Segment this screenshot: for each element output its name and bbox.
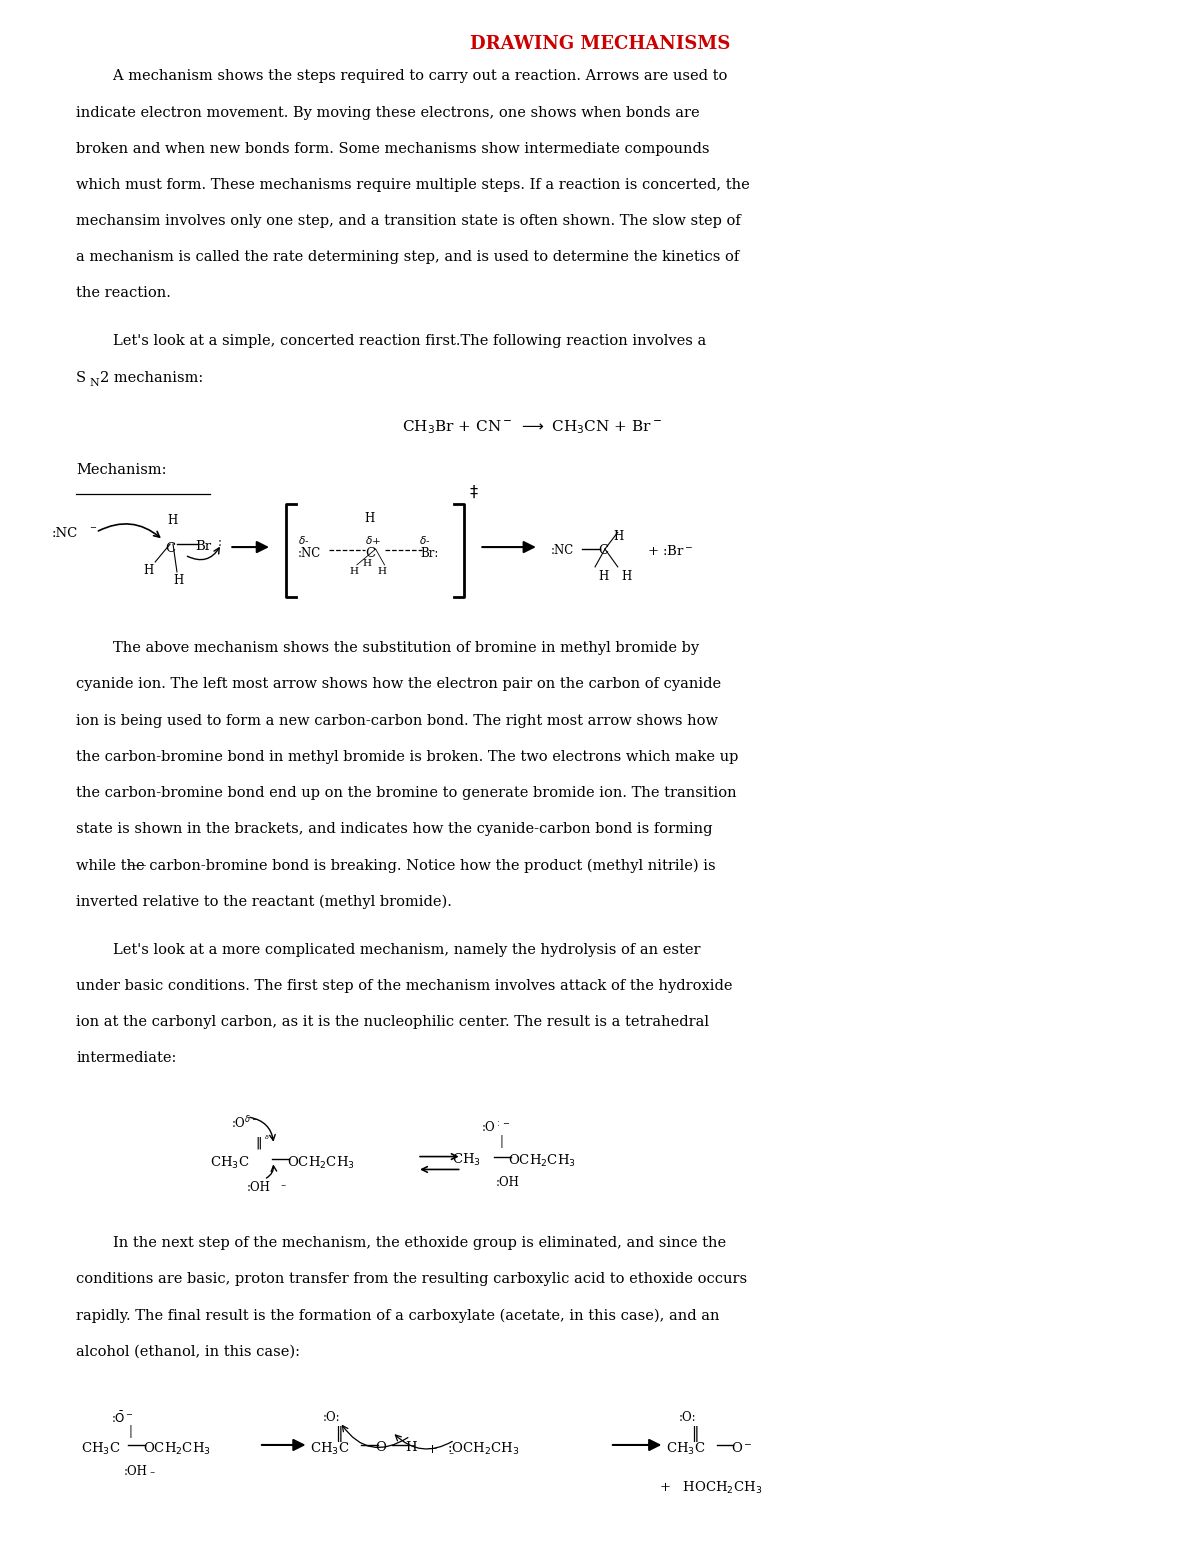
Text: $^-$: $^-$ [446, 1451, 455, 1458]
Text: DRAWING MECHANISMS: DRAWING MECHANISMS [470, 34, 730, 53]
Text: $\delta$+: $\delta$+ [365, 534, 380, 547]
Text: $\|$: $\|$ [335, 1424, 343, 1444]
Text: +: + [427, 1443, 438, 1457]
Text: OCH$_2$CH$_3$: OCH$_2$CH$_3$ [143, 1441, 211, 1457]
Text: :NC: :NC [298, 547, 320, 561]
Text: conditions are basic, proton transfer from the resulting carboxylic acid to etho: conditions are basic, proton transfer fr… [76, 1272, 748, 1286]
Text: H: H [365, 512, 374, 525]
Text: Mechanism:: Mechanism: [76, 463, 167, 477]
Text: :NC: :NC [551, 544, 574, 558]
Text: OCH$_2$CH$_3$: OCH$_2$CH$_3$ [508, 1152, 576, 1169]
Text: $^-$: $^-$ [278, 1182, 287, 1190]
Text: CH$_3$C: CH$_3$C [210, 1154, 248, 1171]
Text: alcohol (ethanol, in this case):: alcohol (ethanol, in this case): [76, 1345, 300, 1359]
Text: H: H [622, 570, 632, 582]
Text: The above mechanism shows the substitution of bromine in methyl bromide by: The above mechanism shows the substituti… [76, 641, 700, 655]
Text: H: H [167, 514, 178, 528]
Text: mechansim involves only one step, and a transition state is often shown. The slo: mechansim involves only one step, and a … [76, 214, 740, 228]
Text: $\delta$-: $\delta$- [298, 534, 308, 547]
Text: Let's look at a more complicated mechanism, namely the hydrolysis of an ester: Let's look at a more complicated mechani… [76, 943, 701, 957]
Text: state is shown in the brackets, and indicates how the cyanide-carbon bond is for: state is shown in the brackets, and indi… [76, 822, 713, 836]
Text: inverted relative to the reactant (methyl bromide).: inverted relative to the reactant (methy… [76, 895, 452, 909]
Text: which must form. These mechanisms require multiple steps. If a reaction is conce: which must form. These mechanisms requir… [76, 179, 750, 193]
Text: C: C [598, 544, 608, 558]
Text: + :Br$^-$: + :Br$^-$ [648, 544, 694, 558]
Text: :$\bar{\rm O}^-$: :$\bar{\rm O}^-$ [110, 1410, 133, 1426]
Text: :O:: :O: [323, 1412, 341, 1424]
Text: $\|$: $\|$ [256, 1135, 262, 1151]
Text: H: H [143, 564, 154, 576]
Text: OCH$_2$CH$_3$: OCH$_2$CH$_3$ [287, 1154, 354, 1171]
Text: rapidly. The final result is the formation of a carboxylate (acetate, in this ca: rapidly. The final result is the formati… [76, 1308, 720, 1323]
Text: H: H [598, 570, 608, 582]
Text: Br:: Br: [420, 547, 438, 561]
Text: H: H [173, 573, 184, 587]
Text: $^{\delta +}$: $^{\delta +}$ [264, 1135, 276, 1143]
Text: :O$^{\delta -}$: :O$^{\delta -}$ [232, 1115, 259, 1132]
Text: |: | [128, 1426, 132, 1438]
Text: :O:: :O: [679, 1412, 697, 1424]
Text: broken and when new bonds form. Some mechanisms show intermediate compounds: broken and when new bonds form. Some mec… [76, 141, 709, 155]
Text: the carbon-bromine bond in methyl bromide is broken. The two electrons which mak: the carbon-bromine bond in methyl bromid… [76, 750, 738, 764]
Text: :OCH$_2$CH$_3$: :OCH$_2$CH$_3$ [446, 1441, 520, 1457]
Text: S: S [76, 371, 86, 385]
Text: O: O [376, 1441, 386, 1454]
Text: :: : [217, 536, 222, 550]
Text: :OH: :OH [497, 1176, 520, 1190]
Text: In the next step of the mechanism, the ethoxide group is eliminated, and since t: In the next step of the mechanism, the e… [76, 1236, 726, 1250]
Text: :OH: :OH [124, 1464, 148, 1478]
Text: $\delta$-: $\delta$- [419, 534, 431, 547]
Text: Let's look at a simple, concerted reaction first.The following reaction involves: Let's look at a simple, concerted reacti… [76, 334, 707, 348]
Text: C: C [365, 547, 374, 561]
Text: $^-$: $^-$ [88, 525, 97, 537]
Text: indicate electron movement. By moving these electrons, one shows when bonds are: indicate electron movement. By moving th… [76, 106, 700, 120]
Text: $\|$: $\|$ [691, 1424, 698, 1444]
Text: the reaction.: the reaction. [76, 286, 172, 300]
Text: H: H [362, 559, 372, 568]
Text: CH$_3$C: CH$_3$C [82, 1441, 120, 1457]
Text: :NC: :NC [52, 528, 78, 540]
Text: CH$_3$: CH$_3$ [451, 1152, 481, 1168]
Text: cyanide ion. The left most arrow shows how the electron pair on the carbon of cy: cyanide ion. The left most arrow shows h… [76, 677, 721, 691]
Text: $\ddagger$: $\ddagger$ [468, 483, 478, 500]
Text: |: | [499, 1135, 503, 1148]
Text: A mechanism shows the steps required to carry out a reaction. Arrows are used to: A mechanism shows the steps required to … [76, 70, 727, 84]
Text: C: C [166, 542, 175, 554]
Text: 2 mechanism:: 2 mechanism: [101, 371, 204, 385]
Text: a mechanism is called the rate determining step, and is used to determine the ki: a mechanism is called the rate determini… [76, 250, 739, 264]
Text: $^-$: $^-$ [149, 1469, 156, 1478]
Text: CH$_3$C: CH$_3$C [666, 1441, 706, 1457]
Text: intermediate:: intermediate: [76, 1051, 176, 1065]
Text: Br: Br [194, 540, 211, 553]
Text: the carbon-bromine bond end up on the bromine to generate bromide ion. The trans: the carbon-bromine bond end up on the br… [76, 786, 737, 800]
Text: ion is being used to form a new carbon-carbon bond. The right most arrow shows h: ion is being used to form a new carbon-c… [76, 713, 718, 727]
Text: H: H [406, 1441, 416, 1454]
Text: H: H [350, 567, 359, 576]
Text: CH$_3$C: CH$_3$C [311, 1441, 349, 1457]
Text: O$^-$: O$^-$ [732, 1441, 754, 1455]
Text: :OH: :OH [247, 1182, 271, 1194]
Text: H: H [378, 567, 386, 576]
Text: :O$^{:-}$: :O$^{:-}$ [481, 1120, 511, 1134]
Text: H: H [613, 530, 623, 544]
Text: ion at the carbonyl carbon, as it is the nucleophilic center. The result is a te: ion at the carbonyl carbon, as it is the… [76, 1014, 709, 1028]
Text: N: N [89, 377, 98, 388]
Text: +   HOCH$_2$CH$_3$: + HOCH$_2$CH$_3$ [659, 1480, 762, 1496]
Text: while the carbon-bromine bond is breaking. Notice how the product (methyl nitril: while the carbon-bromine bond is breakin… [76, 859, 715, 873]
Text: under basic conditions. The first step of the mechanism involves attack of the h: under basic conditions. The first step o… [76, 978, 733, 992]
Text: CH$_3$Br + CN$^-$ $\longrightarrow$ CH$_3$CN + Br$^-$: CH$_3$Br + CN$^-$ $\longrightarrow$ CH$_… [402, 418, 662, 436]
